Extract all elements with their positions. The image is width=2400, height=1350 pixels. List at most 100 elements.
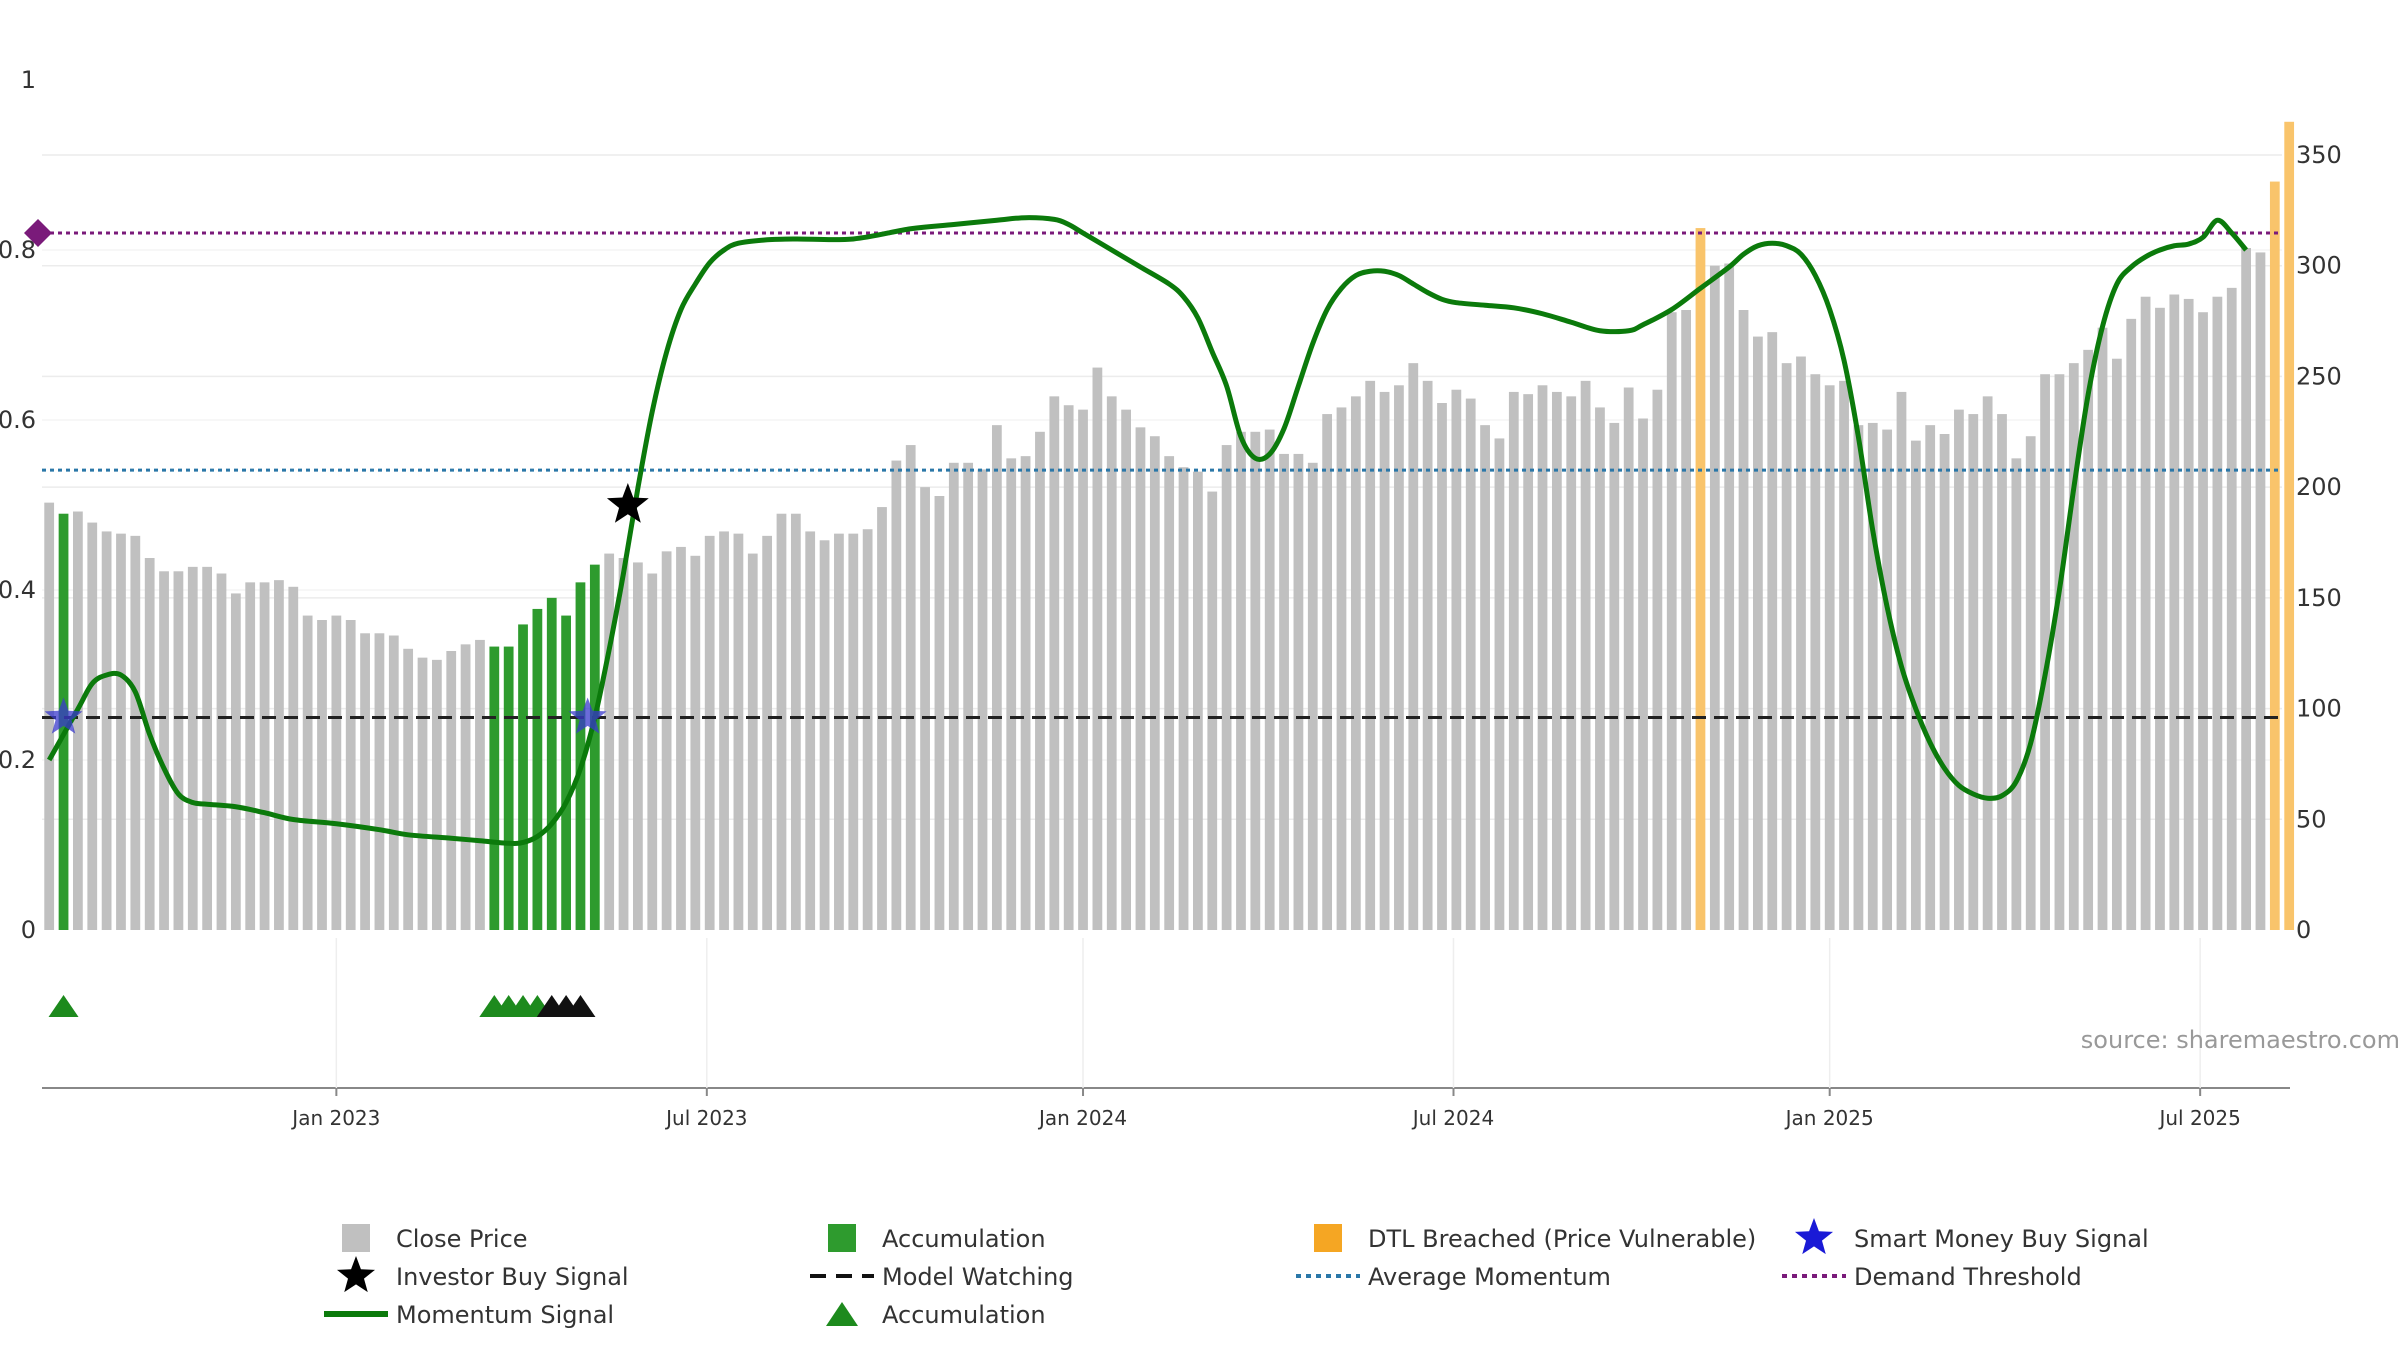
legend-label: Accumulation [882,1225,1046,1253]
close-price-bar [704,535,715,930]
legend-label: Investor Buy Signal [396,1263,629,1291]
close-price-bar [187,566,198,930]
close-price-bar [1322,414,1333,931]
left-tick-label: 0.4 [0,576,36,604]
close-price-bar [1968,414,1979,931]
close-price-bar [690,555,701,930]
close-price-bar [1638,418,1648,930]
close-price-bar [991,425,1002,930]
close-price-bar [1394,385,1404,930]
close-price-bar [518,624,528,930]
legend-label: Average Momentum [1368,1263,1611,1291]
close-price-bar [934,496,945,930]
close-price-bar [920,487,930,930]
close-price-bar [2126,318,2137,930]
close-price-bar [374,633,385,930]
x-tick-label: Jul 2023 [664,1106,747,1130]
investor-buy-marker [606,483,649,523]
close-price-bar [2068,363,2079,931]
close-price-bar [216,573,227,930]
close-price-bar [1250,431,1261,930]
right-tick-label: 100 [2296,695,2342,723]
right-tick-label: 250 [2296,362,2342,390]
right-tick-label: 200 [2296,473,2342,501]
close-price-bar [1207,491,1218,930]
legend-label: Accumulation [882,1301,1046,1329]
close-price-bar [676,546,686,930]
close-price-bar [1939,434,1950,930]
close-price-bar [1451,389,1462,930]
close-price-bar [202,566,213,930]
legend-star-icon [336,1256,376,1293]
close-price-bar [431,659,442,930]
close-price-bar [259,582,270,930]
left-tick-label: 0.8 [0,236,36,264]
legend-label: Demand Threshold [1854,1263,2082,1291]
legend: Close Price Accumulation DTL Breached (Pri… [324,1218,2149,1329]
close-price-bar [1566,396,1577,930]
close-price-bar [1350,396,1361,930]
x-tick-label: Jul 2025 [2157,1106,2240,1130]
close-price-bar [2155,307,2165,930]
close-price-bar [2183,298,2194,930]
close-price-bar [87,522,98,930]
legend-item: Momentum Signal [324,1301,614,1329]
close-price-bar [475,639,485,930]
legend-item: Demand Threshold [1782,1263,2082,1291]
close-price-bar [360,633,370,930]
left-tick-label: 0 [21,916,36,944]
demand-threshold-marker [24,219,52,247]
close-price-bar [1035,431,1045,930]
close-price-bar [834,533,844,930]
accumulation-triangle [48,995,79,1017]
close-price-bar [1580,380,1591,930]
close-price-bar [1954,409,1964,931]
close-price-bar [1494,438,1505,930]
close-price-bar [1379,391,1390,930]
close-price-bar [503,646,514,930]
legend-item: Accumulation [828,1224,1046,1253]
close-price-bar [230,593,241,930]
close-price-bar [2255,252,2266,930]
legend-triangle-icon [826,1302,858,1326]
legend-label: Model Watching [882,1263,1074,1291]
close-price-bar [575,582,586,930]
close-price-bar [116,533,126,930]
x-tick-label: Jul 2024 [1411,1106,1494,1130]
close-price-bar [948,462,959,930]
close-price-bar [561,615,571,930]
close-price-bar [1408,363,1419,931]
close-price-bar [1092,367,1103,931]
close-price-bar [245,582,256,930]
accumulation-panel [48,995,596,1017]
close-price-bar [604,553,615,930]
close-price-bar [1178,467,1189,930]
legend-label: Momentum Signal [396,1301,614,1329]
smart-money-buy-marker [44,697,83,734]
close-price-bar [2097,327,2108,930]
close-price-bar [805,531,816,930]
close-price-bar [388,635,399,930]
close-price-bar [1767,332,1778,931]
momentum-signal [47,215,2249,846]
legend-item: Investor Buy Signal [336,1256,629,1293]
legend-item: Model Watching [810,1263,1074,1291]
close-price-bar [1796,356,1806,930]
close-price-bar [101,531,112,930]
grid-lines [42,154,2282,821]
right-tick-label: 350 [2296,141,2342,169]
close-price-bar [1365,380,1376,930]
close-price-bar [2241,248,2251,930]
close-price-bar [460,644,471,930]
close-price-bar [1164,456,1175,930]
close-price-bar [1020,456,1031,930]
close-price-bar [2198,312,2208,930]
close-price-bar [2040,374,2050,930]
close-price-bar [403,648,414,930]
close-price-bar [1910,440,1921,930]
left-axis: 0 0.2 0.4 0.6 0.8 1 [0,66,36,944]
close-price-bar [159,571,169,930]
close-price-bar [1264,429,1275,930]
right-tick-label: 300 [2296,252,2342,280]
close-price-bar [2111,358,2122,930]
